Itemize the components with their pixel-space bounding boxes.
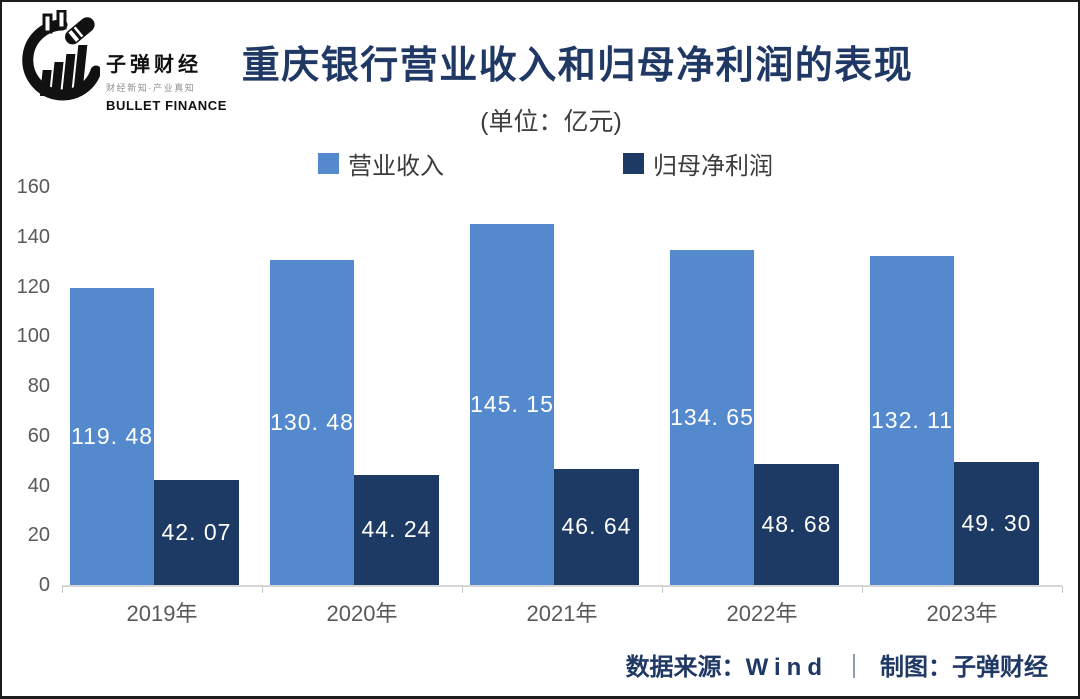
bar-net-profit-2019: 42. 07 [154, 480, 239, 585]
logo-tagline: 财经新知·产业真知 [106, 83, 196, 93]
bar-net-profit-2020: 44. 24 [354, 474, 439, 585]
logo-brand-cn: 子弹财经 [106, 54, 202, 76]
y-axis-tick-label: 140 [16, 225, 50, 248]
bar-revenue-2020: 130. 48 [270, 260, 354, 585]
x-axis-line [62, 585, 1062, 587]
page-title: 重庆银行营业收入和归母净利润的表现 [241, 45, 914, 87]
bar-value-label: 46. 64 [561, 513, 632, 540]
x-axis-category-label: 2020年 [326, 601, 398, 626]
x-axis-tick [1062, 586, 1063, 593]
logo-brand-en: BULLET FINANCE [106, 98, 228, 113]
x-axis-category-label: 2019年 [126, 601, 198, 626]
footer-separator: ｜ [842, 654, 866, 681]
y-axis-tick-label: 80 [27, 375, 50, 397]
y-axis-tick-label: 60 [27, 424, 50, 447]
data-source-value: Wind [745, 654, 828, 681]
x-axis-category-label: 2022年 [726, 601, 798, 626]
x-axis-tick [262, 586, 263, 593]
bar-value-label: 145. 15 [470, 390, 554, 417]
bar-revenue-2022: 134. 65 [670, 250, 754, 585]
bar-net-profit-2022: 48. 68 [754, 463, 839, 585]
data-source-label: 数据来源： [625, 654, 746, 681]
bar-value-label: 130. 48 [270, 409, 354, 436]
y-axis-tick-label: 120 [16, 275, 50, 298]
unit-subtitle: (单位：亿元) [480, 108, 622, 136]
bar-value-label: 48. 68 [761, 510, 832, 537]
y-axis-tick-label: 40 [27, 474, 50, 497]
bar-value-label: 134. 65 [670, 404, 754, 431]
bar-value-label: 119. 48 [70, 422, 154, 449]
bar-revenue-2023: 132. 11 [870, 256, 954, 585]
y-axis-tick-label: 160 [16, 176, 50, 198]
y-axis-tick-label: 100 [16, 325, 50, 348]
x-axis-category-label: 2021年 [526, 601, 598, 626]
bar-revenue-2021: 145. 15 [470, 223, 554, 585]
bar-value-label: 49. 30 [961, 510, 1032, 537]
footer-credits: 数据来源：Wind ｜ 制图：子弹财经 [626, 647, 1048, 682]
header: 重庆银行营业收入和归母净利润的表现 [77, 34, 1078, 89]
legend-item-revenue: 营业收入 [318, 146, 444, 181]
logo-text: 子弹财经 财经新知·产业真知 BULLET FINANCE [106, 48, 276, 113]
bullet-finance-logo: 子弹财经 财经新知·产业真知 BULLET FINANCE [16, 8, 266, 118]
x-axis-category-label: 2023年 [926, 601, 998, 626]
bar-net-profit-2021: 46. 64 [554, 468, 639, 585]
legend-label-net-profit: 归母净利润 [653, 153, 773, 180]
y-axis-tick-label: 0 [38, 574, 50, 596]
x-axis-tick [62, 586, 63, 593]
legend-swatch-revenue [318, 153, 339, 174]
bullet-finance-logo-icon [22, 10, 100, 101]
x-axis-tick [662, 586, 663, 593]
bar-revenue-2019: 119. 48 [70, 287, 154, 585]
legend-item-net-profit: 归母净利润 [623, 146, 773, 181]
subtitle-wrap: (单位：亿元) [24, 102, 1078, 138]
credit-label: 制图： [880, 654, 952, 681]
bar-net-profit-2023: 49. 30 [954, 462, 1039, 585]
legend-swatch-net-profit [623, 153, 644, 174]
bar-value-label: 42. 07 [161, 519, 232, 546]
legend-label-revenue: 营业收入 [348, 153, 444, 180]
bullet-icon [65, 17, 95, 45]
y-axis-tick-label: 20 [27, 524, 50, 547]
x-axis-tick [462, 586, 463, 593]
bar-chart-icon [39, 45, 88, 96]
bar-value-label: 132. 11 [870, 407, 954, 434]
bar-value-label: 44. 24 [361, 516, 432, 543]
x-axis-tick [862, 586, 863, 593]
credit-value: 子弹财经 [952, 654, 1048, 681]
